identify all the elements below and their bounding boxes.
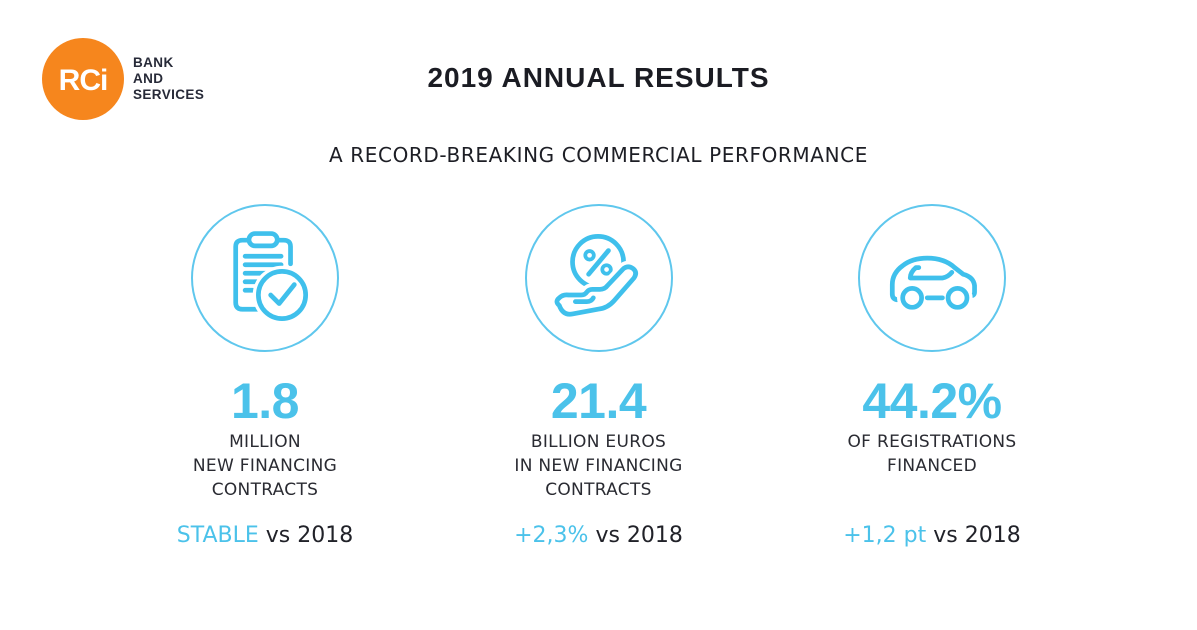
- kpi-label: MILLION NEW FINANCING CONTRACTS: [193, 430, 337, 502]
- kpi-change-highlight: STABLE: [176, 523, 259, 548]
- kpi-change-suffix: vs 2018: [933, 523, 1021, 548]
- car-icon: [889, 255, 977, 313]
- kpi-label-line: IN NEW FINANCING: [514, 456, 683, 476]
- rci-logo-circle: RCi: [42, 38, 124, 120]
- logo-line-services: SERVICES: [133, 87, 205, 102]
- kpi-change: STABLE vs 2018: [177, 522, 354, 550]
- kpi-new-financing-contracts: 1.8 MILLION NEW FINANCING CONTRACTS STAB…: [99, 204, 432, 550]
- kpi-label-line: BILLION EUROS: [530, 432, 667, 452]
- kpi-label: BILLION EUROS IN NEW FINANCING CONTRACTS: [514, 430, 682, 502]
- kpi-icon-ring: [524, 204, 673, 352]
- kpi-label: OF REGISTRATIONS FINANCED: [848, 430, 1017, 502]
- logo-line-bank: BANK: [133, 55, 174, 70]
- rci-logo-wordmark: BANK AND SERVICES: [133, 55, 204, 103]
- kpi-change-suffix: vs 2018: [265, 523, 354, 548]
- rci-logo-monogram: RCi: [58, 64, 109, 97]
- logo-line-and: AND: [133, 71, 164, 86]
- kpi-value: 21.4: [550, 373, 647, 429]
- kpi-label-line: CONTRACTS: [545, 480, 652, 500]
- kpi-icon-ring: [191, 204, 339, 352]
- rci-logo: RCi BANK AND SERVICES: [42, 38, 204, 120]
- kpi-row: 1.8 MILLION NEW FINANCING CONTRACTS STAB…: [99, 204, 1099, 550]
- kpi-label-line: CONTRACTS: [211, 480, 319, 500]
- kpi-label-line: NEW FINANCING: [192, 456, 338, 476]
- kpi-icon-ring: [858, 204, 1006, 352]
- kpi-label-line: MILLION: [229, 432, 301, 452]
- kpi-change-highlight: +1,2 pt: [843, 523, 927, 548]
- kpi-value: 44.2%: [862, 373, 1002, 429]
- kpi-value: 1.8: [230, 373, 300, 429]
- page-subtitle: A RECORD-BREAKING COMMERCIAL PERFORMANCE: [329, 143, 868, 167]
- page-title: 2019 ANNUAL RESULTS: [427, 62, 770, 93]
- kpi-change-suffix: vs 2018: [595, 523, 683, 548]
- kpi-change-highlight: +2,3%: [514, 523, 589, 548]
- hand-coin-percent-icon: [550, 234, 642, 321]
- kpi-label-line: FINANCED: [887, 456, 977, 476]
- kpi-change: +1,2 pt vs 2018: [843, 522, 1021, 550]
- kpi-label-line: OF REGISTRATIONS: [847, 432, 1017, 452]
- kpi-registrations-financed: 44.2% OF REGISTRATIONS FINANCED +1,2 pt v…: [766, 204, 1099, 550]
- kpi-billion-euros: 21.4 BILLION EUROS IN NEW FINANCING CONT…: [432, 204, 765, 550]
- kpi-change: +2,3% vs 2018: [514, 522, 683, 550]
- clipboard-check-icon: [233, 231, 312, 325]
